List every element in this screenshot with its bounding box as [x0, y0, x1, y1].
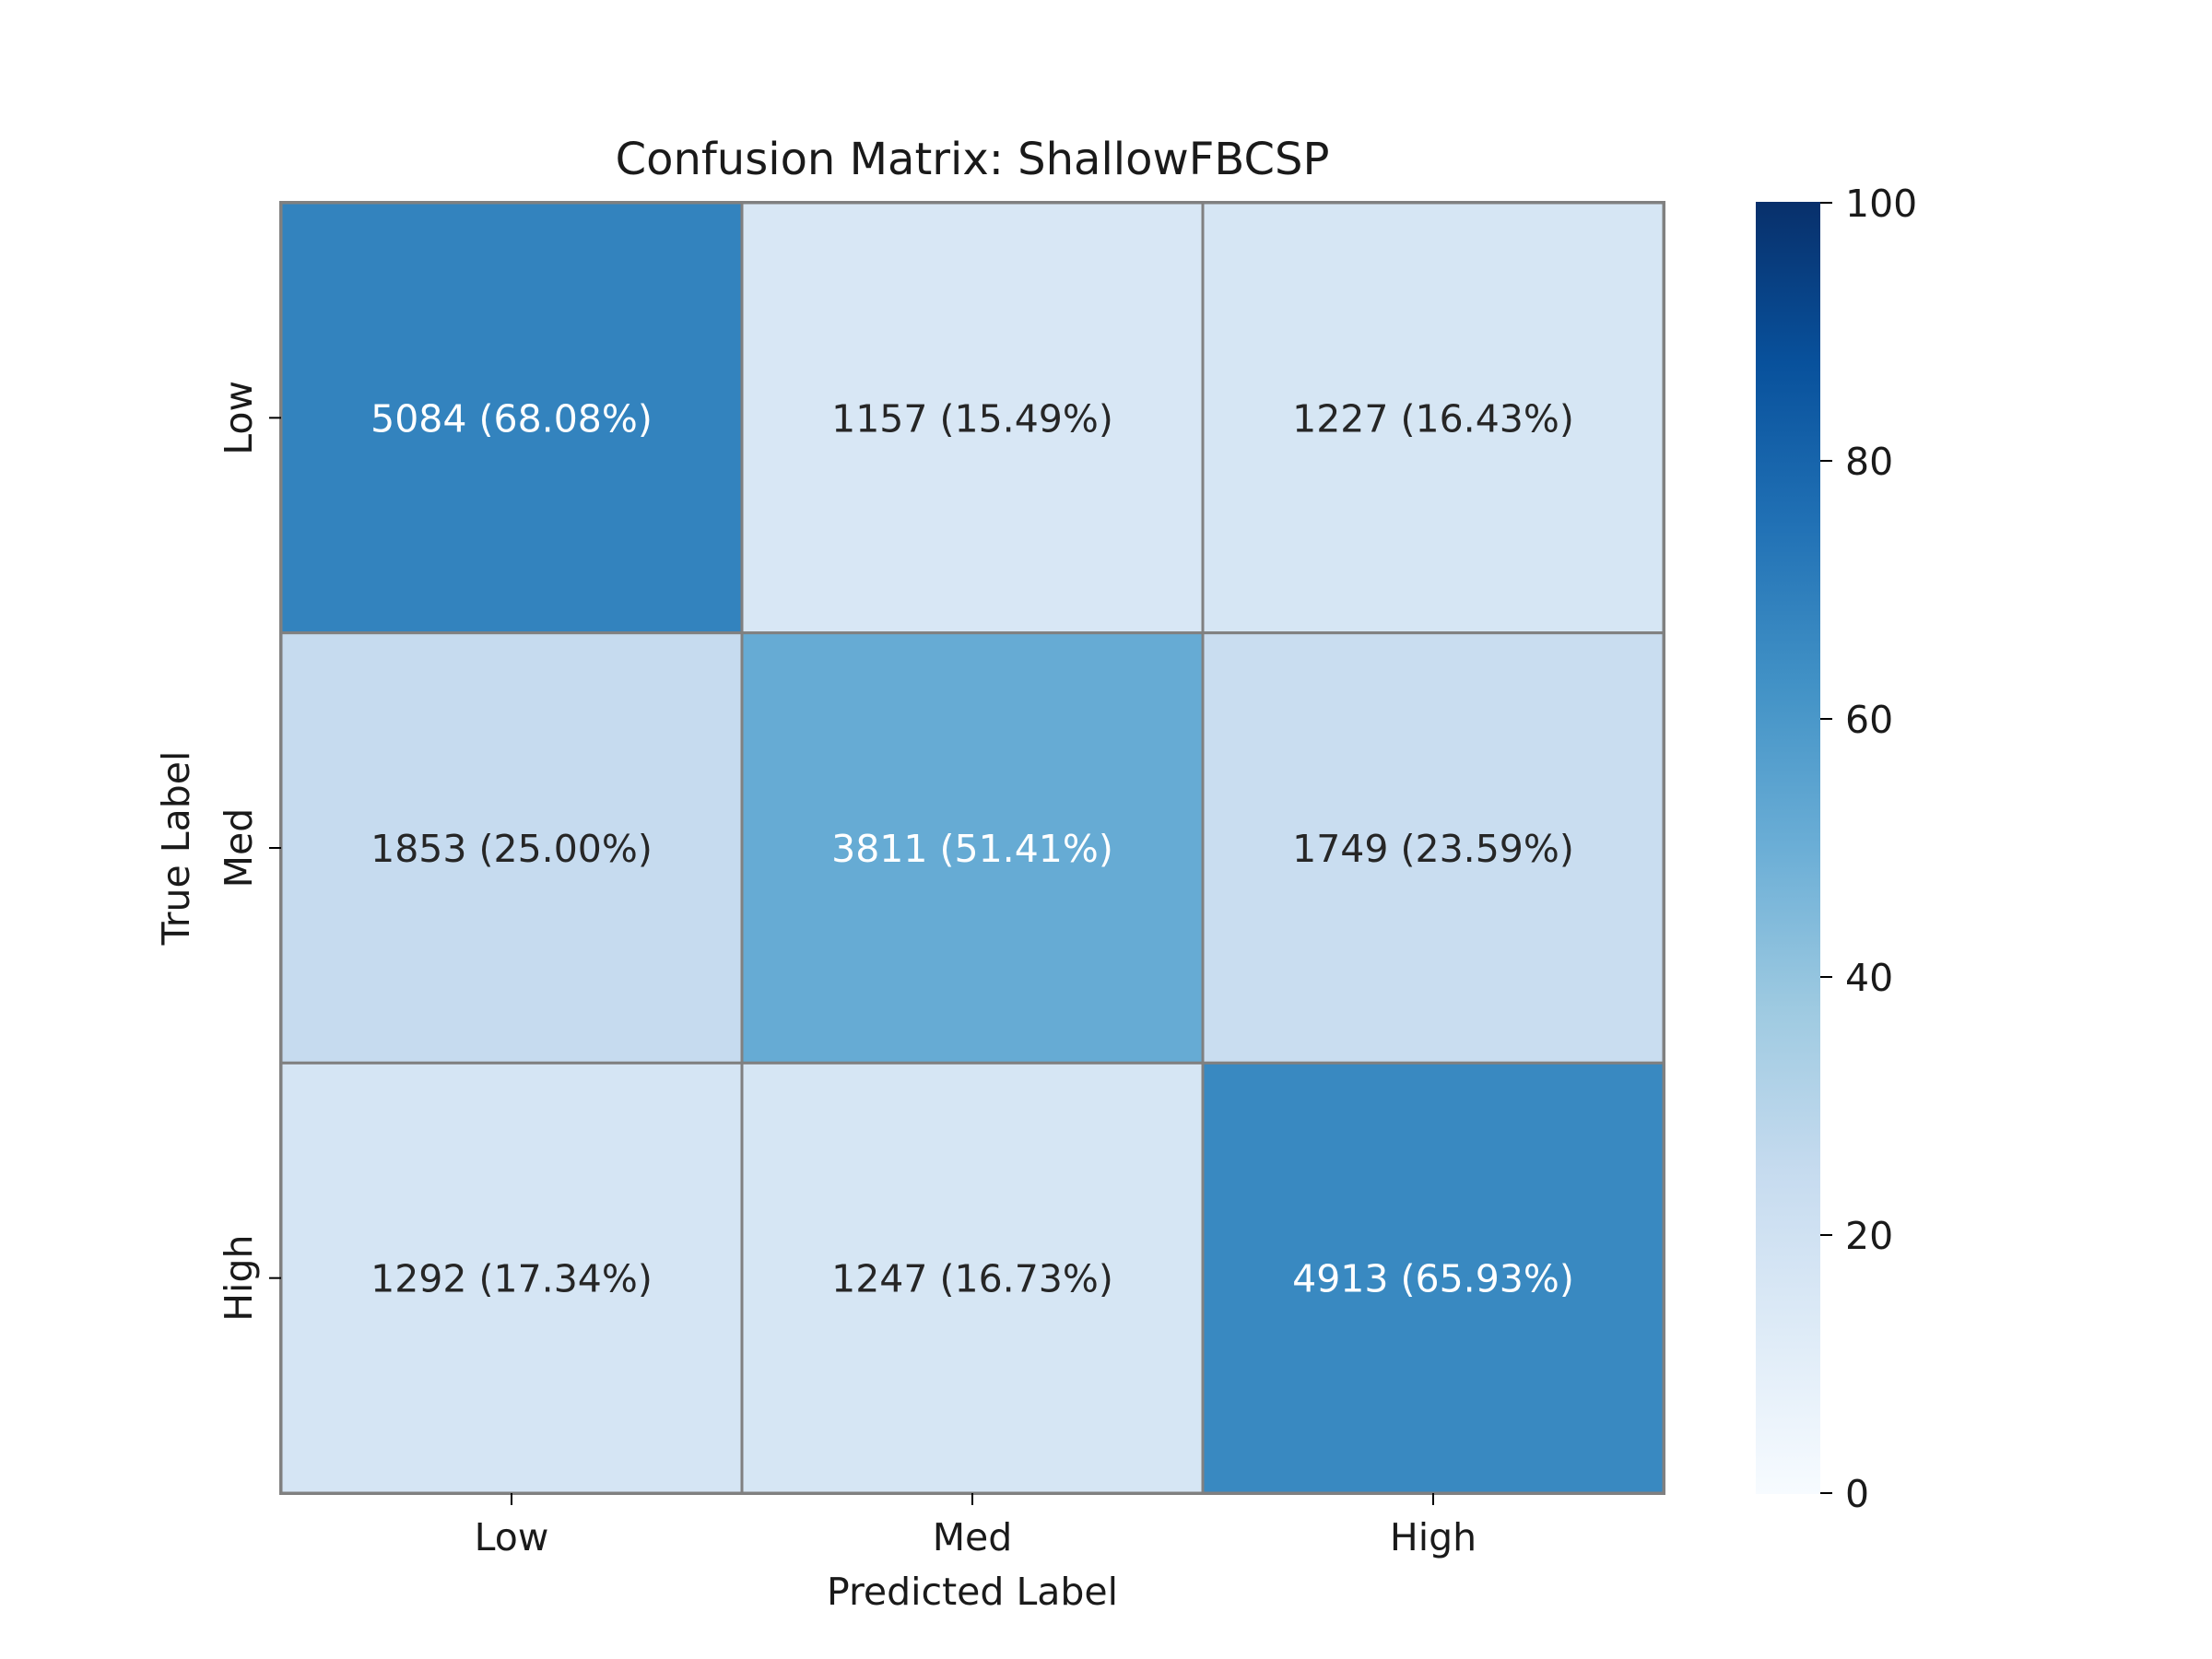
cell-value-label: 5084 (68.08%): [371, 396, 653, 441]
colorbar-tick-label: 0: [1845, 1472, 1869, 1516]
colorbar-tick-label: 100: [1845, 182, 1917, 226]
heatmap-cells: [279, 201, 1665, 1495]
heatmap-cell-high-low: [279, 1061, 744, 1495]
y-tick-label: Low: [217, 381, 261, 455]
heatmap-cell-high-med: [740, 1061, 1205, 1495]
heatmap-cell-med-low: [279, 631, 744, 1065]
x-tick-label: Med: [933, 1515, 1013, 1559]
colorbar-ticks: 0 20 40 60 80 100: [1820, 182, 1917, 1516]
x-axis-label: Predicted Label: [827, 1570, 1118, 1614]
cell-value-label: 4913 (65.93%): [1292, 1257, 1574, 1301]
heatmap-cell-labels: 5084 (68.08%) 1157 (15.49%) 1227 (16.43%) 1…: [371, 396, 1574, 1300]
colorbar-tick-label: 80: [1845, 440, 1893, 484]
cell-value-label: 3811 (51.41%): [831, 827, 1113, 871]
cell-value-label: 1749 (23.59%): [1292, 827, 1574, 871]
y-tick-label: High: [217, 1235, 261, 1322]
heatmap-cell-low-low: [279, 201, 744, 635]
colorbar-gradient: [1756, 202, 1820, 1494]
chart-title: Confusion Matrix: ShallowFBCSP: [616, 134, 1330, 185]
heatmap-cell-low-med: [740, 201, 1205, 635]
y-tick-label: Med: [217, 808, 261, 888]
heatmap-cell-med-high: [1201, 631, 1665, 1065]
y-axis-ticks: Low Med High: [217, 381, 281, 1322]
colorbar-tick-label: 20: [1845, 1214, 1893, 1258]
colorbar-tick-label: 40: [1845, 956, 1893, 1000]
heatmap-cell-med-med: [740, 631, 1205, 1065]
cell-value-label: 1292 (17.34%): [371, 1257, 653, 1301]
cell-value-label: 1853 (25.00%): [371, 827, 653, 871]
cell-value-label: 1247 (16.73%): [831, 1257, 1113, 1301]
cell-value-label: 1227 (16.43%): [1292, 396, 1574, 441]
y-axis-label: True Label: [154, 751, 198, 947]
cell-value-label: 1157 (15.49%): [831, 396, 1113, 441]
colorbar-tick-label: 60: [1845, 698, 1893, 742]
x-tick-label: High: [1390, 1515, 1477, 1559]
x-axis-ticks: Low Med High: [475, 1493, 1477, 1559]
colorbar: 0 20 40 60 80 100: [1756, 182, 1917, 1516]
x-tick-label: Low: [475, 1515, 549, 1559]
